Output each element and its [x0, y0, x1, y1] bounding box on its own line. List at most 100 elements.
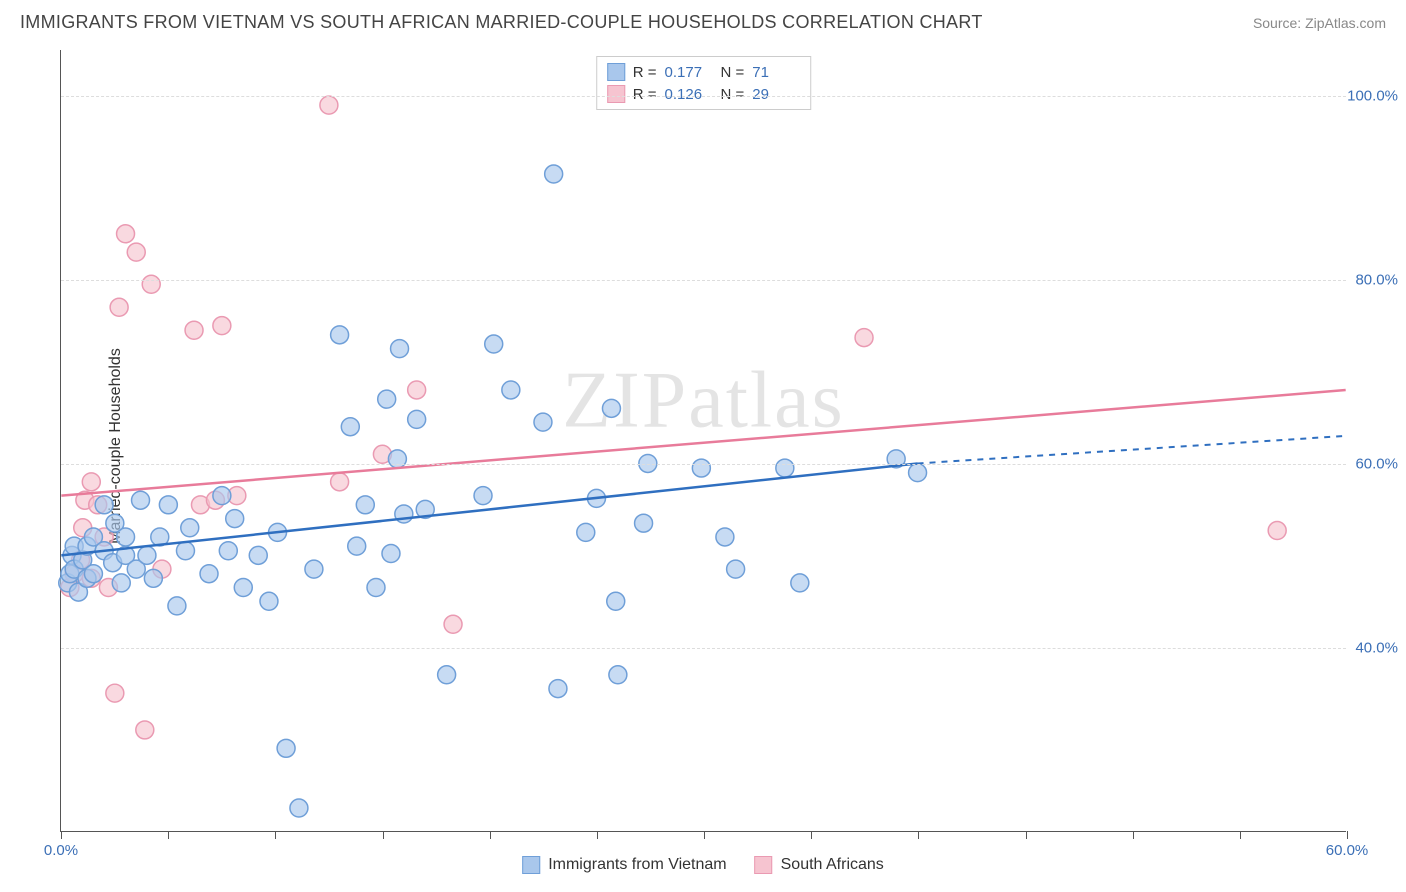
chart-source: Source: ZipAtlas.com	[1253, 15, 1386, 31]
scatter-point-vietnam	[112, 574, 130, 592]
scatter-point-vietnam	[219, 542, 237, 560]
x-tick	[704, 831, 705, 839]
scatter-point-vietnam	[727, 560, 745, 578]
scatter-point-vietnam	[341, 418, 359, 436]
legend-swatch	[607, 63, 625, 81]
trend-line-vietnam	[61, 463, 917, 555]
legend-n-value: 29	[752, 86, 800, 103]
scatter-point-south_african	[213, 317, 231, 335]
legend-r-label: R =	[633, 86, 657, 103]
y-tick-label: 60.0%	[1355, 456, 1398, 473]
scatter-point-vietnam	[692, 459, 710, 477]
legend-series-item: Immigrants from Vietnam	[522, 856, 726, 874]
scatter-point-south_african	[82, 473, 100, 491]
scatter-point-vietnam	[388, 450, 406, 468]
legend-correlation-row: R = 0.177 N = 71	[607, 61, 801, 83]
legend-correlation-row: R = 0.126 N = 29	[607, 83, 801, 105]
scatter-point-vietnam	[176, 542, 194, 560]
scatter-point-vietnam	[577, 523, 595, 541]
scatter-point-south_african	[142, 275, 160, 293]
plot-area: ZIPatlas R =0.177N =71R =0.126N =29 40.0…	[60, 50, 1346, 832]
scatter-point-vietnam	[290, 799, 308, 817]
x-tick	[1240, 831, 1241, 839]
scatter-point-vietnam	[348, 537, 366, 555]
x-tick	[490, 831, 491, 839]
scatter-point-vietnam	[791, 574, 809, 592]
legend-swatch	[522, 856, 540, 874]
scatter-point-vietnam	[391, 340, 409, 358]
scatter-point-vietnam	[485, 335, 503, 353]
title-bar: IMMIGRANTS FROM VIETNAM VS SOUTH AFRICAN…	[20, 12, 1386, 33]
legend-n-label: N =	[721, 64, 745, 81]
scatter-point-vietnam	[305, 560, 323, 578]
scatter-point-south_african	[444, 615, 462, 633]
scatter-point-vietnam	[144, 569, 162, 587]
x-tick	[918, 831, 919, 839]
scatter-point-vietnam	[84, 565, 102, 583]
scatter-point-vietnam	[534, 413, 552, 431]
scatter-point-vietnam	[117, 528, 135, 546]
scatter-point-vietnam	[226, 510, 244, 528]
grid-line	[61, 464, 1346, 465]
grid-line	[61, 280, 1346, 281]
x-tick	[275, 831, 276, 839]
x-tick	[1347, 831, 1348, 839]
scatter-point-south_african	[408, 381, 426, 399]
scatter-point-south_african	[127, 243, 145, 261]
scatter-point-south_african	[110, 298, 128, 316]
legend-series-label: Immigrants from Vietnam	[548, 856, 726, 874]
legend-r-label: R =	[633, 64, 657, 81]
chart-title: IMMIGRANTS FROM VIETNAM VS SOUTH AFRICAN…	[20, 12, 983, 33]
y-tick-label: 80.0%	[1355, 272, 1398, 289]
scatter-point-vietnam	[168, 597, 186, 615]
scatter-point-vietnam	[181, 519, 199, 537]
scatter-point-vietnam	[607, 592, 625, 610]
grid-line	[61, 96, 1346, 97]
scatter-point-vietnam	[716, 528, 734, 546]
scatter-point-vietnam	[331, 326, 349, 344]
trend-line-south_african	[61, 390, 1345, 496]
scatter-point-vietnam	[200, 565, 218, 583]
x-tick-label: 60.0%	[1326, 842, 1369, 859]
legend-r-value: 0.177	[665, 64, 713, 81]
legend-r-value: 0.126	[665, 86, 713, 103]
scatter-point-vietnam	[438, 666, 456, 684]
y-tick-label: 100.0%	[1347, 88, 1398, 105]
scatter-point-vietnam	[249, 546, 267, 564]
x-tick	[811, 831, 812, 839]
scatter-point-vietnam	[602, 399, 620, 417]
x-tick	[1133, 831, 1134, 839]
scatter-point-vietnam	[382, 545, 400, 563]
legend-n-label: N =	[721, 86, 745, 103]
scatter-point-vietnam	[545, 165, 563, 183]
scatter-point-south_african	[320, 96, 338, 114]
x-tick-label: 0.0%	[44, 842, 78, 859]
x-tick	[1026, 831, 1027, 839]
scatter-point-vietnam	[159, 496, 177, 514]
scatter-point-vietnam	[474, 487, 492, 505]
x-tick	[61, 831, 62, 839]
scatter-point-vietnam	[909, 464, 927, 482]
scatter-point-vietnam	[776, 459, 794, 477]
scatter-point-south_african	[331, 473, 349, 491]
scatter-point-vietnam	[635, 514, 653, 532]
scatter-point-vietnam	[356, 496, 374, 514]
trend-line-vietnam-dashed	[918, 436, 1346, 464]
legend-swatch	[755, 856, 773, 874]
scatter-point-south_african	[185, 321, 203, 339]
scatter-point-vietnam	[609, 666, 627, 684]
y-tick-label: 40.0%	[1355, 640, 1398, 657]
scatter-point-vietnam	[138, 546, 156, 564]
legend-n-value: 71	[752, 64, 800, 81]
scatter-point-south_african	[136, 721, 154, 739]
x-tick	[597, 831, 598, 839]
scatter-point-vietnam	[132, 491, 150, 509]
scatter-point-vietnam	[260, 592, 278, 610]
legend-correlation: R = 0.177 N = 71 R = 0.126 N = 29	[596, 56, 812, 110]
grid-line	[61, 648, 1346, 649]
legend-series-item: South Africans	[755, 856, 884, 874]
scatter-point-south_african	[1268, 522, 1286, 540]
scatter-point-vietnam	[502, 381, 520, 399]
x-tick	[168, 831, 169, 839]
legend-swatch	[607, 85, 625, 103]
